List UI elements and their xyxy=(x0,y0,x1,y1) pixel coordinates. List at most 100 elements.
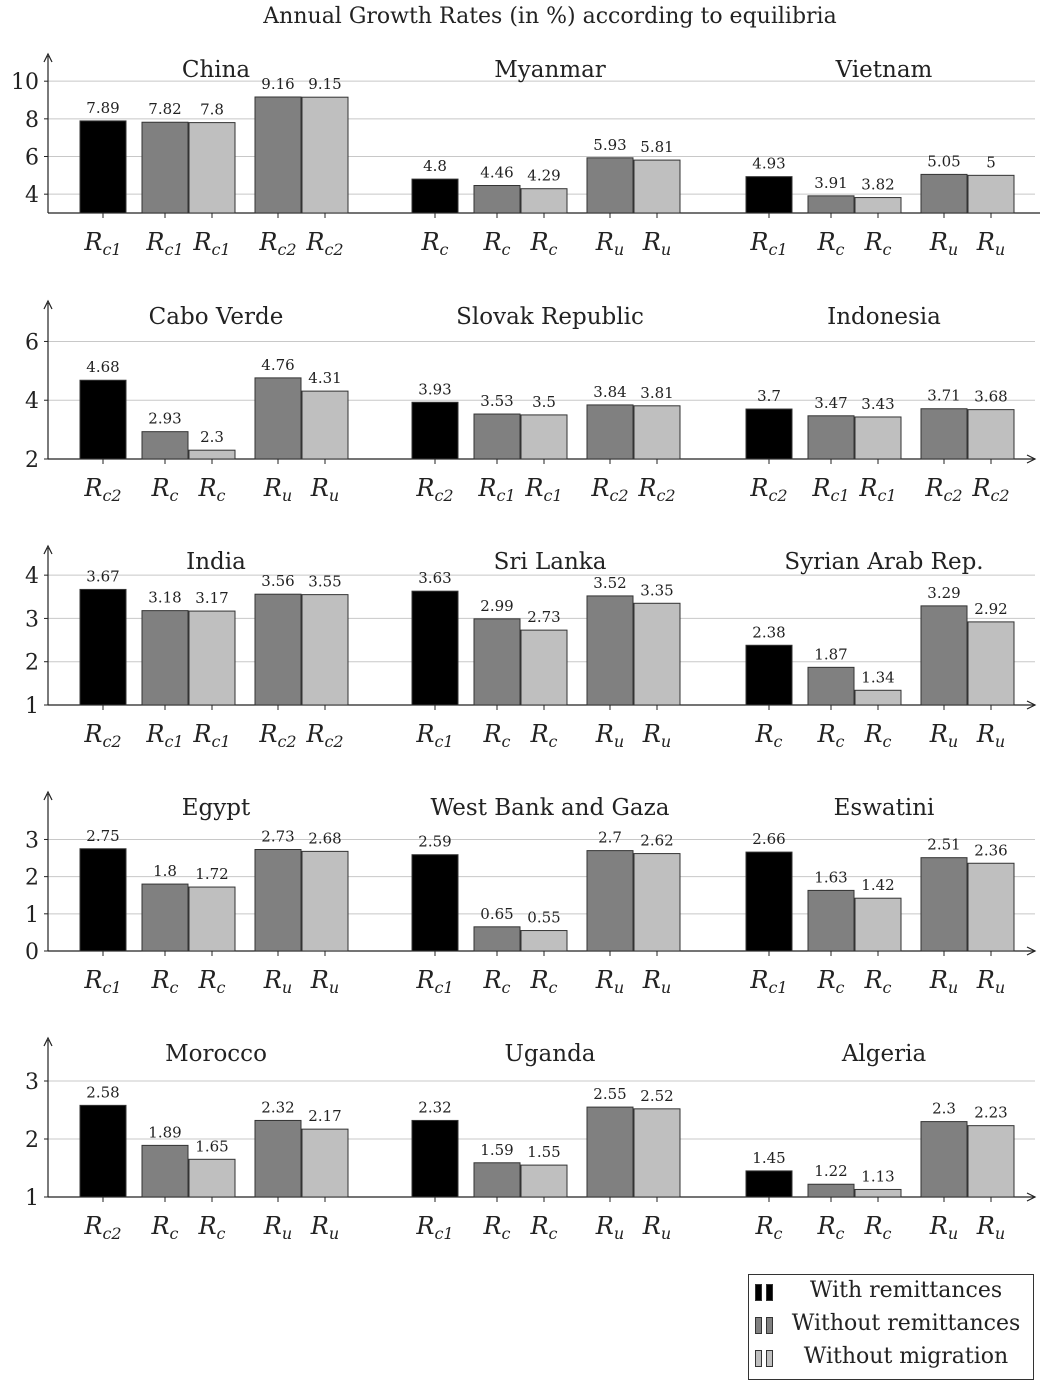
value-label: 1.87 xyxy=(814,645,847,663)
value-label: 3.35 xyxy=(640,581,673,599)
bar xyxy=(79,379,127,460)
value-label: 2.93 xyxy=(148,410,181,428)
bar xyxy=(411,401,459,460)
x-tick-label: Rc2 xyxy=(637,474,675,505)
value-label: 2.51 xyxy=(927,836,960,854)
y-tick-label: 3 xyxy=(25,607,39,632)
x-tick-label: Rc xyxy=(816,720,844,751)
value-label: 5 xyxy=(986,153,996,171)
bar xyxy=(520,629,568,706)
x-tick-label: Rc2 xyxy=(305,228,343,259)
bar xyxy=(854,416,902,460)
x-tick-label: Rc xyxy=(150,1212,178,1243)
value-label: 1.63 xyxy=(814,868,847,886)
bar xyxy=(301,390,349,460)
value-label: 2.73 xyxy=(527,608,560,626)
x-tick-label: Rc1 xyxy=(192,720,230,751)
value-label: 1.8 xyxy=(153,862,177,880)
legend-label: Without remittances xyxy=(791,1311,1021,1336)
bar xyxy=(745,851,793,952)
legend-swatch-without-remittances xyxy=(755,1317,777,1334)
legend-item-without-remittances: Without remittances xyxy=(749,1308,1033,1341)
bar xyxy=(254,849,302,952)
x-tick-label: Ru xyxy=(263,966,292,997)
x-tick-label: Ru xyxy=(595,966,624,997)
y-axis-arrow xyxy=(43,544,53,555)
x-tick-label: Rc xyxy=(816,228,844,259)
value-label: 2.17 xyxy=(308,1107,341,1125)
country-title: Egypt xyxy=(182,795,251,821)
value-label: 3.53 xyxy=(480,392,513,410)
x-tick-label: Ru xyxy=(929,720,958,751)
country-title: Slovak Republic xyxy=(456,304,644,330)
bar xyxy=(411,854,459,952)
value-label: 3.81 xyxy=(640,384,673,402)
x-tick-label: Ru xyxy=(263,474,292,505)
bar xyxy=(254,96,302,214)
x-axis-arrow xyxy=(1026,1192,1037,1202)
country-title: Morocco xyxy=(165,1041,267,1067)
value-label: 1.55 xyxy=(527,1143,560,1161)
value-label: 7.82 xyxy=(148,100,181,118)
bar xyxy=(141,883,189,952)
bar xyxy=(301,850,349,952)
y-tick-label: 3 xyxy=(25,828,39,853)
x-tick-label: Rc1 xyxy=(477,474,515,505)
value-label: 4.8 xyxy=(423,157,447,175)
bar xyxy=(141,1144,189,1198)
bar xyxy=(141,610,189,706)
bar xyxy=(254,377,302,460)
legend-swatch-with-remittances xyxy=(755,1284,777,1301)
value-label: 2.52 xyxy=(640,1087,673,1105)
x-tick-label: Rc xyxy=(754,1212,782,1243)
y-axis-arrow xyxy=(43,52,53,63)
x-tick-label: Rc xyxy=(482,966,510,997)
x-tick-label: Rc2 xyxy=(258,228,296,259)
bar xyxy=(411,1119,459,1198)
y-tick-label: 2 xyxy=(25,866,39,891)
x-tick-label: Rc1 xyxy=(415,966,453,997)
value-label: 2.75 xyxy=(86,827,119,845)
y-tick-label: 2 xyxy=(25,448,39,473)
country-title: Syrian Arab Rep. xyxy=(784,549,983,575)
bar xyxy=(141,121,189,214)
x-tick-label: Rc1 xyxy=(145,228,183,259)
bar xyxy=(79,120,127,214)
y-tick-label: 6 xyxy=(25,330,39,355)
x-tick-label: Rc2 xyxy=(924,474,962,505)
x-tick-label: Rc1 xyxy=(749,228,787,259)
value-label: 1.89 xyxy=(148,1123,181,1141)
chart-panel: 0 1 2 3 Egypt 2.75 Rc1 1.8 Rc 1.72 Rc 2.73 Ru 2.68 Ru W… xyxy=(25,790,1037,997)
y-tick-label: 6 xyxy=(25,146,39,171)
bar xyxy=(473,185,521,214)
x-tick-label: Rc xyxy=(150,966,178,997)
bar xyxy=(745,644,793,706)
bar xyxy=(633,602,681,706)
x-axis-arrow xyxy=(1026,700,1037,710)
bar xyxy=(807,415,855,460)
y-axis-arrow xyxy=(43,790,53,801)
bar xyxy=(967,174,1015,214)
bar xyxy=(586,157,634,214)
bar xyxy=(854,689,902,706)
bar xyxy=(633,1108,681,1198)
x-tick-label: Rc1 xyxy=(415,1212,453,1243)
y-tick-label: 3 xyxy=(25,1070,39,1095)
country-title: Myanmar xyxy=(494,57,606,83)
bar xyxy=(807,666,855,706)
x-tick-label: Rc xyxy=(816,1212,844,1243)
bar xyxy=(79,588,127,706)
y-tick-label: 4 xyxy=(25,564,39,589)
x-tick-label: Ru xyxy=(310,966,339,997)
bar xyxy=(79,1104,127,1198)
y-tick-label: 4 xyxy=(25,389,39,414)
value-label: 2.36 xyxy=(974,841,1007,859)
value-label: 2.59 xyxy=(418,833,451,851)
x-tick-label: Rc2 xyxy=(749,474,787,505)
x-tick-label: Rc2 xyxy=(415,474,453,505)
x-tick-label: Rc xyxy=(754,720,782,751)
y-axis-arrow xyxy=(43,299,53,310)
value-label: 2.68 xyxy=(308,829,341,847)
bar xyxy=(586,404,634,460)
x-tick-label: Rc1 xyxy=(83,228,121,259)
